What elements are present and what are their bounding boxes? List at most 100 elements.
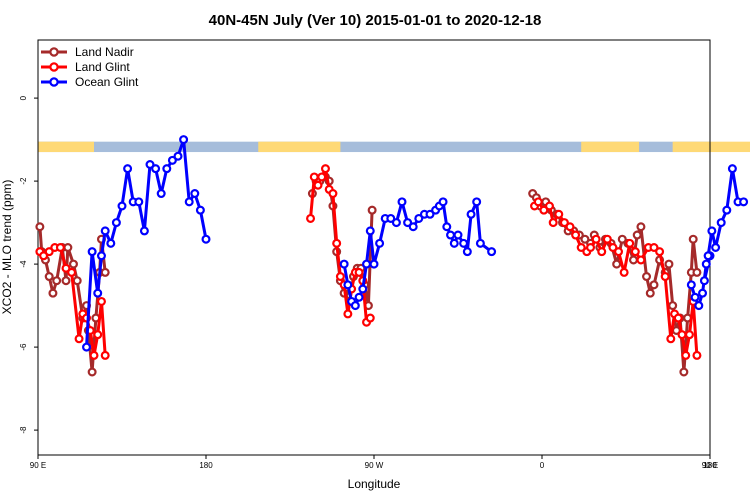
data-point [632, 230, 642, 240]
data-point [195, 205, 205, 215]
data-point [375, 238, 385, 248]
data-point [145, 160, 155, 170]
data-point [608, 243, 618, 253]
data-point [414, 213, 424, 223]
data-point [61, 263, 71, 273]
y-tick-label: -2 [19, 177, 28, 185]
data-point [369, 259, 379, 269]
data-point [571, 230, 581, 240]
x-tick-label: 180 [703, 461, 717, 470]
data-point [548, 218, 558, 228]
data-point [167, 155, 177, 165]
data-point [87, 247, 97, 257]
data-point [173, 151, 183, 161]
data-point [93, 330, 103, 340]
data-point [309, 172, 319, 182]
data-point [703, 251, 713, 261]
x-tick-label: 0 [540, 461, 545, 470]
data-point [636, 255, 646, 265]
data-point [320, 164, 330, 174]
data-point [684, 330, 694, 340]
data-point [343, 309, 353, 319]
data-point [190, 189, 200, 199]
legend-label: Land Glint [75, 60, 130, 74]
data-point [707, 226, 717, 236]
series-layer [35, 135, 749, 377]
data-point [397, 197, 407, 207]
data-point [96, 251, 106, 261]
data-point [459, 238, 469, 248]
data-point [354, 267, 364, 277]
data-point [52, 276, 62, 286]
data-point [722, 205, 732, 215]
data-point [403, 218, 413, 228]
data-point [692, 267, 702, 277]
data-point [162, 164, 172, 174]
data-point [690, 292, 700, 302]
data-point [317, 172, 327, 182]
land-band-segment [672, 141, 750, 153]
data-point [74, 334, 84, 344]
data-point [184, 197, 194, 207]
data-point [692, 350, 702, 360]
data-point [442, 222, 452, 232]
data-point [44, 247, 54, 257]
x-tick-label: 180 [199, 461, 213, 470]
data-point [466, 209, 476, 219]
data-point [358, 284, 368, 294]
land-band-segment [38, 141, 94, 153]
data-point [727, 164, 737, 174]
data-point [668, 301, 678, 311]
x-axis-label: Longitude [348, 477, 401, 491]
x-tick-label: 90 E [30, 461, 46, 470]
data-point [408, 222, 418, 232]
data-point [677, 330, 687, 340]
data-point [544, 201, 554, 211]
legend-label: Land Nadir [75, 45, 134, 59]
data-point [100, 267, 110, 277]
data-point [93, 288, 103, 298]
data-point [343, 280, 353, 290]
data-point [565, 222, 575, 232]
data-point [313, 180, 323, 190]
data-point [625, 238, 635, 248]
data-point [48, 288, 58, 298]
data-point [602, 234, 612, 244]
data-point [63, 243, 73, 253]
y-tick-label: 0 [19, 95, 28, 100]
data-point [365, 226, 375, 236]
data-point [686, 280, 696, 290]
data-point [72, 276, 82, 286]
data-point [628, 255, 638, 265]
data-point [472, 197, 482, 207]
data-point [487, 247, 497, 257]
data-point [649, 243, 659, 253]
data-point [539, 205, 549, 215]
data-point [698, 288, 708, 298]
data-point [179, 135, 189, 145]
data-point [462, 247, 472, 257]
data-point [100, 226, 110, 236]
legend-marker [49, 47, 59, 57]
data-point [68, 259, 78, 269]
data-point [134, 197, 144, 207]
series-ocean-glint [82, 135, 749, 352]
data-point [386, 213, 396, 223]
x-tick-label: 90 E [702, 461, 718, 470]
data-point [425, 209, 435, 219]
data-point [711, 243, 721, 253]
series-line [689, 167, 744, 308]
data-point [111, 218, 121, 228]
data-point [614, 247, 624, 257]
data-point [55, 243, 65, 253]
x-tick-label: 90 W [365, 461, 384, 470]
data-point [673, 313, 683, 323]
legend-marker [49, 62, 59, 72]
data-point [201, 234, 211, 244]
y-tick-label: -4 [19, 260, 28, 268]
data-point [367, 205, 377, 215]
data-point [151, 164, 161, 174]
data-point [664, 259, 674, 269]
